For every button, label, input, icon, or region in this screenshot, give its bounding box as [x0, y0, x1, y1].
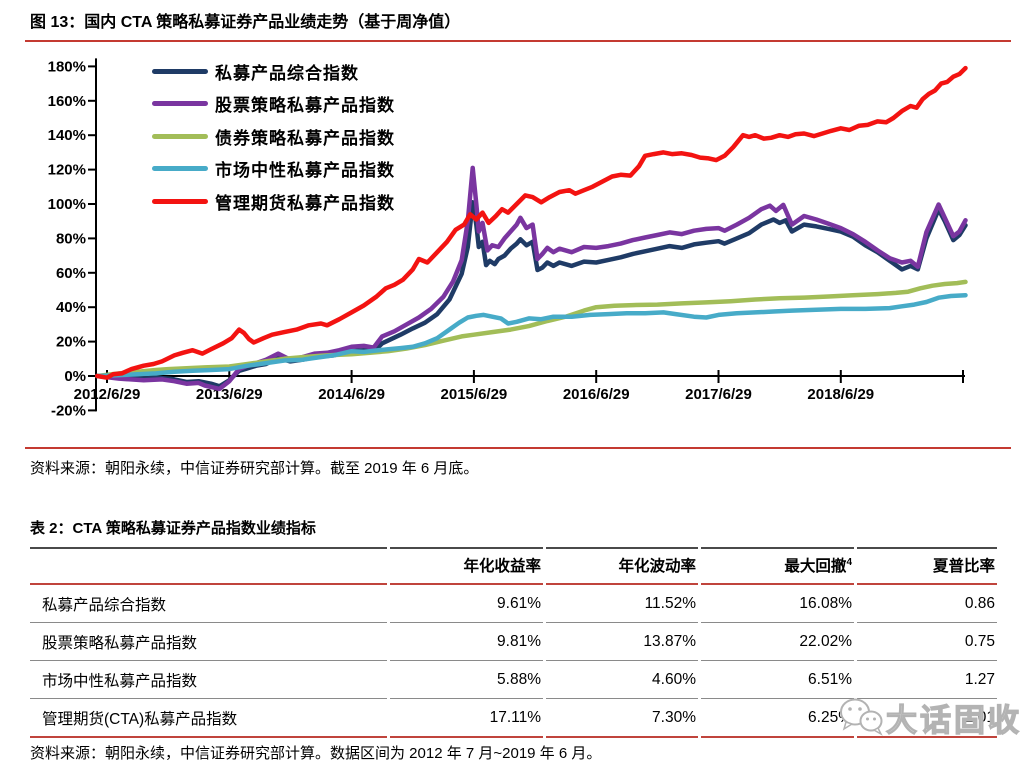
figure-bottom-rule — [25, 447, 1011, 449]
cell-sharpe: 0.86 — [857, 585, 997, 623]
title-rule — [25, 40, 1011, 42]
cell-drawdown: 6.51% — [701, 661, 854, 699]
series-line-4 — [94, 65, 968, 380]
cell-drawdown: 6.25% — [701, 699, 854, 738]
cell-return: 9.61% — [390, 585, 543, 623]
legend-item: 市场中性私募产品指数 — [152, 153, 395, 186]
legend-swatch-line — [152, 166, 208, 172]
col-header-annual-vol: 年化波动率 — [546, 547, 698, 585]
legend-swatch-line — [152, 101, 208, 107]
col-header-empty — [30, 547, 387, 585]
x-tick-label: 2016/6/29 — [563, 386, 630, 403]
series-line-2 — [94, 279, 968, 379]
y-tick-label: 100% — [48, 196, 86, 213]
row-name: 股票策略私募产品指数 — [30, 623, 387, 661]
cell-return: 17.11% — [390, 699, 543, 738]
legend-item: 私募产品综合指数 — [152, 55, 395, 88]
figure-title: 图 13：国内 CTA 策略私募证券产品业绩走势（基于周净值） — [30, 14, 461, 31]
legend-label: 债券策略私募产品指数 — [215, 128, 395, 148]
figure-source-note: 资料来源：朝阳永续，中信证券研究部计算。截至 2019 年 6 月底。 — [30, 460, 479, 477]
performance-line-chart: -20% 0% 20% 40% 60% 80% 100% 120% 140% 160% 180% 20… — [48, 58, 968, 419]
legend-item: 股票策略私募产品指数 — [152, 88, 395, 121]
cell-return: 9.81% — [390, 623, 543, 661]
cell-drawdown: 16.08% — [701, 585, 854, 623]
y-tick-label: 80% — [56, 230, 86, 247]
legend-swatch-line — [152, 198, 208, 204]
table-title: 表 2：CTA 策略私募证券产品指数业绩指标 — [30, 520, 316, 537]
cell-return: 5.88% — [390, 661, 543, 699]
x-tick-label: 2015/6/29 — [441, 386, 508, 403]
chart-legend: 私募产品综合指数 股票策略私募产品指数 债券策略私募产品指数 市场中性私募产品指… — [152, 55, 395, 218]
watermark-text: 大话固收 — [885, 702, 1022, 738]
cell-vol: 11.52% — [546, 585, 698, 623]
y-tick-label: 120% — [48, 162, 86, 179]
row-name: 私募产品综合指数 — [30, 585, 387, 623]
x-tick-label: 2017/6/29 — [685, 386, 752, 403]
y-tick-label: -20% — [51, 402, 86, 419]
cell-sharpe: 2.01 — [857, 699, 997, 738]
col-header-annual-return: 年化收益率 — [390, 547, 543, 585]
y-tick-label: 140% — [48, 127, 86, 144]
y-tick-label: 40% — [56, 299, 86, 316]
row-name: 市场中性私募产品指数 — [30, 661, 387, 699]
legend-label: 私募产品综合指数 — [215, 63, 359, 83]
watermark: 大话固收 — [836, 694, 1022, 740]
legend-label: 市场中性私募产品指数 — [215, 161, 395, 181]
cell-sharpe: 0.75 — [857, 623, 997, 661]
x-tick-label: 2014/6/29 — [318, 386, 385, 403]
table-row: 管理期货(CTA)私募产品指数 17.11% 7.30% 6.25% 2.01 — [30, 699, 997, 738]
x-tick-label: 2018/6/29 — [807, 386, 874, 403]
y-tick-label: 0% — [64, 368, 86, 385]
x-tick-label: 2012/6/29 — [74, 386, 141, 403]
legend-item: 管理期货私募产品指数 — [152, 185, 395, 218]
series-line-3 — [94, 292, 968, 379]
y-tick-label: 60% — [56, 265, 86, 282]
legend-swatch-line — [152, 133, 208, 139]
table-row: 市场中性私募产品指数 5.88% 4.60% 6.51% 1.27 — [30, 661, 997, 699]
cell-vol: 4.60% — [546, 661, 698, 699]
cell-drawdown: 22.02% — [701, 623, 854, 661]
legend-swatch-line — [152, 68, 208, 74]
wechat-icon — [840, 698, 883, 736]
row-name: 管理期货(CTA)私募产品指数 — [30, 699, 387, 738]
table-row: 私募产品综合指数 9.61% 11.52% 16.08% 0.86 — [30, 585, 997, 623]
y-tick-label: 180% — [48, 58, 86, 75]
col-header-max-drawdown: 最大回撤4 — [701, 547, 854, 585]
performance-table: 年化收益率 年化波动率 最大回撤4 夏普比率 私募产品综合指数 9.61% 11… — [27, 547, 1000, 738]
table-source-note: 资料来源：朝阳永续，中信证券研究部计算。数据区间为 2012 年 7 月~201… — [30, 745, 602, 762]
table-header-row: 年化收益率 年化波动率 最大回撤4 夏普比率 — [30, 547, 997, 585]
legend-label: 股票策略私募产品指数 — [215, 96, 395, 116]
footnote-marker: 4 — [846, 556, 852, 568]
cell-vol: 7.30% — [546, 699, 698, 738]
cell-sharpe: 1.27 — [857, 661, 997, 699]
legend-label: 管理期货私募产品指数 — [215, 193, 395, 213]
legend-item: 债券策略私募产品指数 — [152, 120, 395, 153]
y-tick-label: 160% — [48, 93, 86, 110]
col-header-sharpe: 夏普比率 — [857, 547, 997, 585]
y-tick-label: 20% — [56, 334, 86, 351]
table-row: 股票策略私募产品指数 9.81% 13.87% 22.02% 0.75 — [30, 623, 997, 661]
cell-vol: 13.87% — [546, 623, 698, 661]
x-tick-label: 2013/6/29 — [196, 386, 263, 403]
